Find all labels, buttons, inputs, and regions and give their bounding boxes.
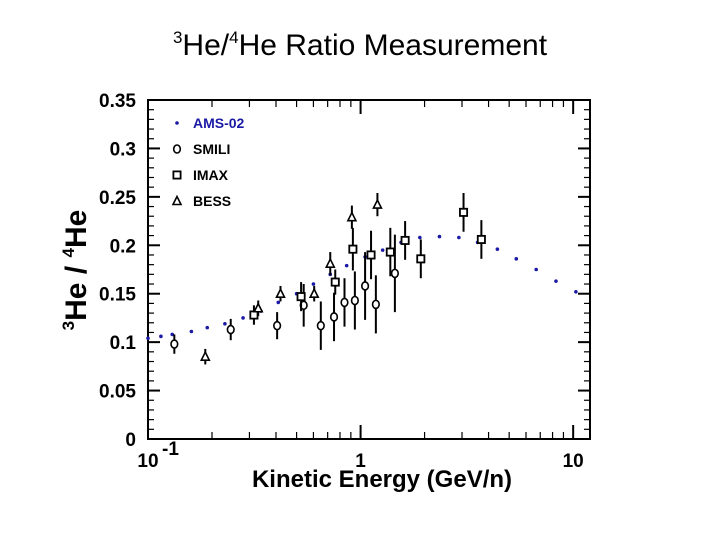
data-point [495,247,500,251]
legend-label: AMS-02 [193,115,245,131]
title-he: He/ [182,29,230,62]
data-point [437,234,442,239]
x-tick-exponent: -1 [162,439,179,460]
data-point-square [459,207,469,217]
data-point [223,321,227,326]
y-label-sup-4: 4 [59,248,78,258]
data-point-square [366,250,376,260]
data-point [514,257,519,261]
data-point-triangle [275,287,286,299]
legend-marker [175,121,179,125]
title-sup-4: 4 [229,28,239,47]
data-point-circle [329,312,339,322]
y-axis-label: 3He / 4He [59,210,93,331]
x-axis: 10-11 10 [137,100,584,472]
legend-label: SMILI [193,141,230,157]
y-tick-label: 0.1 [110,333,137,354]
series-bess [199,192,383,365]
data-point [205,325,210,330]
data-point-circle [360,281,370,291]
title-sup-3: 3 [172,28,183,47]
data-point [554,279,558,283]
x-tick-label: 10 [137,451,158,472]
data-point [276,300,281,305]
data-point [146,336,150,341]
y-label-he2: He [60,210,93,248]
legend: AMS-02 SMILI IMAX BESS [171,115,245,209]
data-point [344,263,349,268]
x-tick-label: 1 [355,451,366,472]
x-axis-label: Kinetic Energy (GeV/n) [252,466,512,493]
data-marks [146,192,578,365]
data-point [380,248,385,252]
y-tick-label: 0.05 [99,382,136,403]
data-point-triangle [372,198,383,209]
data-point-square [385,247,395,257]
legend-marker [172,170,182,180]
data-point-square [296,292,306,302]
data-point-square [330,277,340,287]
data-point-circle [316,320,325,331]
data-point-circle [170,339,179,349]
data-point [311,282,316,286]
title-rest: He Ratio Measurement [238,29,548,62]
data-point-square [400,235,410,245]
data-point-triangle [199,350,211,361]
y-tick-label: 0.25 [99,188,136,209]
data-point [241,316,245,320]
data-point-square [348,244,358,254]
data-point [574,289,578,294]
data-point-triangle [346,210,358,222]
x-tick-label: 10 [563,451,584,472]
y-tick-label: 0.15 [99,285,136,306]
data-point [418,235,422,240]
plot-frame [147,99,591,440]
data-point-square [416,254,426,264]
data-point-square [476,234,486,244]
data-point-circle [340,297,349,308]
legend-label: BESS [193,193,231,209]
data-point-circle [371,299,380,310]
data-point-triangle [252,301,264,313]
data-point [170,332,175,337]
y-tick-label: 0.35 [99,91,136,112]
y-tick-label: 0 [125,430,136,451]
y-axis: 0 0.05 0.1 0.15 0.2 0.25 0.3 0.35 [99,91,590,451]
series-imax [249,192,486,325]
y-tick-label: 0.2 [110,236,136,257]
data-point [534,267,538,272]
data-point-circle [390,268,399,279]
y-label-sup-3: 3 [59,321,78,330]
legend-label: IMAX [193,167,229,183]
data-point [159,334,163,339]
data-point-triangle [324,257,336,268]
legend-marker [171,194,183,206]
y-tick-label: 0.3 [110,139,136,160]
series-smili [170,234,399,354]
y-label-he: He / [60,258,93,321]
data-point [189,329,194,334]
legend-marker [172,144,182,154]
data-point-circle [273,320,282,331]
data-point [457,235,461,240]
data-point-triangle [308,287,320,299]
data-point-circle [350,295,359,306]
slide-title: 3He/4He Ratio Measurement [0,28,720,63]
data-point-circle [226,324,235,335]
